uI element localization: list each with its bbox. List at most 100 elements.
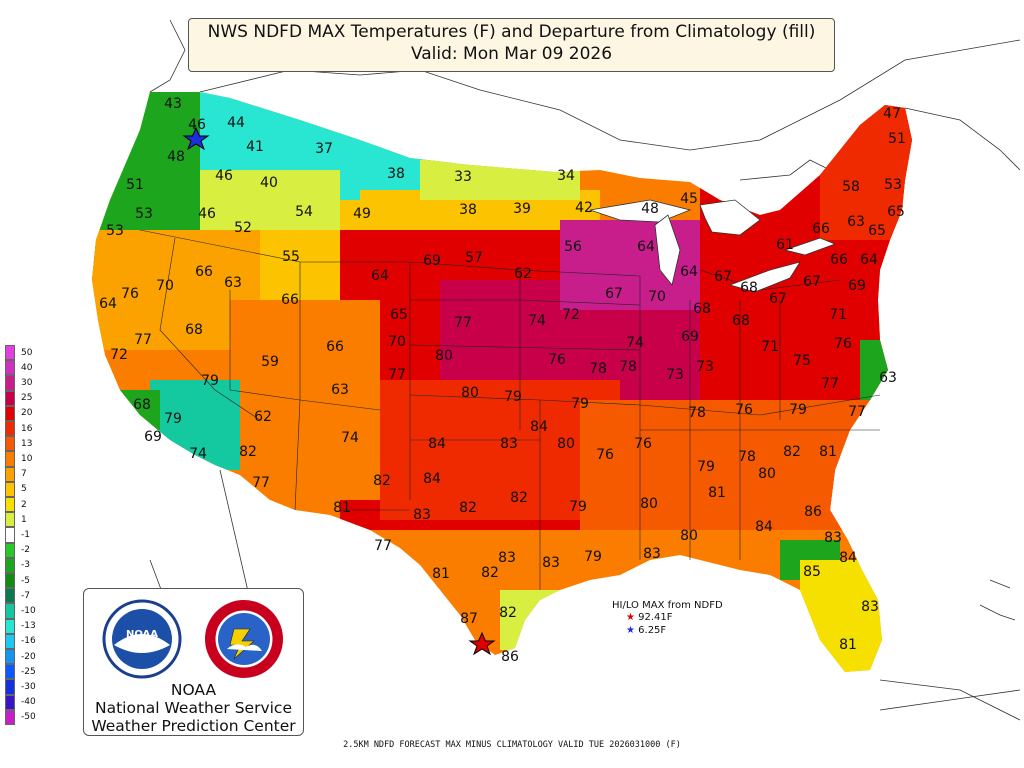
legend-swatch (5, 679, 15, 695)
legend-swatch (5, 405, 15, 421)
legend-swatch (5, 542, 15, 558)
temperature-label: 42 (575, 200, 593, 216)
temperature-label: 79 (697, 459, 715, 475)
hi-lo-low-row: ★ 6.25F (626, 624, 742, 637)
departure-fill (92, 92, 912, 672)
temperature-label: 68 (133, 397, 151, 413)
temperature-label: 79 (571, 396, 589, 412)
legend-swatch (5, 694, 15, 710)
legend-swatch (5, 436, 15, 452)
temperature-label: 84 (530, 419, 548, 435)
temperature-label: 86 (804, 504, 822, 520)
hi-lo-title: HI/LO MAX from NDFD (612, 600, 723, 611)
temperature-label: 38 (387, 166, 405, 182)
temperature-label: 84 (423, 471, 441, 487)
temperature-label: 64 (860, 252, 878, 268)
noaa-badge-text: NOAA (126, 629, 158, 640)
temperature-label: 80 (680, 528, 698, 544)
temperature-label: 51 (126, 177, 144, 193)
legend-label: -2 (21, 545, 30, 556)
legend-swatch (5, 481, 15, 497)
legend-swatch (5, 573, 15, 589)
temperature-label: 85 (803, 564, 821, 580)
legend-label: -7 (21, 590, 30, 601)
temperature-label: 84 (428, 436, 446, 452)
temperature-label: 80 (640, 496, 658, 512)
legend-swatch (5, 588, 15, 604)
temperature-label: 83 (824, 530, 842, 546)
temperature-label: 79 (569, 499, 587, 515)
temperature-label: 38 (459, 202, 477, 218)
org-wpc: Weather Prediction Center (91, 717, 296, 735)
temperature-label: 67 (769, 291, 787, 307)
temperature-label: 61 (776, 237, 794, 253)
temperature-label: 46 (188, 117, 206, 133)
temperature-label: 71 (829, 307, 847, 323)
temperature-label: 64 (637, 239, 655, 255)
legend-label: 40 (21, 362, 33, 373)
noaa-logo-icon: NOAA (102, 599, 182, 679)
temperature-label: 83 (498, 550, 516, 566)
temperature-label: 83 (542, 555, 560, 571)
temperature-label: 63 (331, 382, 349, 398)
temperature-label: 77 (821, 376, 839, 392)
temperature-label: 72 (562, 307, 580, 323)
temperature-label: 45 (680, 191, 698, 207)
color-legend: 50 40 30 25 20 16 13 10 7 5 2 1 -1 -2 -3 -5 -7 -10 -13 -16 -… (5, 345, 49, 735)
legend-swatch (5, 649, 15, 665)
temperature-label: 63 (224, 275, 242, 291)
temperature-label: 86 (501, 649, 519, 665)
legend-label: -1 (21, 530, 30, 540)
temperature-label: 79 (504, 389, 522, 405)
temperature-label: 44 (227, 115, 245, 131)
temperature-label: 51 (888, 131, 906, 147)
temperature-label: 80 (461, 385, 479, 401)
agency-logos: NOAA (102, 599, 283, 679)
temperature-label: 81 (839, 637, 857, 653)
temperature-label: 76 (548, 352, 566, 368)
org-noaa: NOAA (170, 681, 217, 699)
hi-value: 92.41F (638, 612, 673, 623)
temperature-label: 74 (341, 430, 359, 446)
temperature-label: 66 (281, 292, 299, 308)
temperature-label: 84 (839, 550, 857, 566)
temperature-label: 63 (847, 214, 865, 230)
legend-swatch (5, 466, 15, 482)
map-title: NWS NDFD MAX Temperatures (F) and Depart… (207, 22, 816, 42)
temperature-label: 55 (282, 249, 300, 265)
temperature-labels: 43 46 44 48 41 37 46 40 38 33 34 51 53 46 52 54 49 38 39 42… (99, 96, 906, 665)
temperature-label: 77 (252, 475, 270, 491)
temperature-label: 67 (714, 269, 732, 285)
temperature-label: 57 (465, 250, 483, 266)
legend-swatch (5, 360, 15, 376)
temperature-label: 56 (564, 239, 582, 255)
temperature-label: 52 (234, 220, 252, 236)
temperature-label: 68 (740, 280, 758, 296)
temperature-label: 34 (557, 168, 575, 184)
temperature-label: 74 (528, 313, 546, 329)
legend-label: -25 (21, 666, 36, 677)
legend-label: 25 (21, 393, 33, 404)
temperature-label: 80 (435, 348, 453, 364)
legend-label: 5 (21, 484, 27, 495)
temperature-label: 64 (99, 296, 117, 312)
temperature-label: 77 (848, 404, 866, 420)
temperature-label: 65 (390, 307, 408, 323)
temperature-label: 78 (688, 405, 706, 421)
temperature-label: 76 (596, 447, 614, 463)
temperature-label: 77 (454, 315, 472, 331)
temperature-label: 68 (732, 313, 750, 329)
temperature-label: 80 (758, 466, 776, 482)
temperature-label: 81 (333, 500, 351, 516)
temperature-label: 67 (605, 286, 623, 302)
temperature-label: 69 (848, 278, 866, 294)
temperature-label: 39 (513, 201, 531, 217)
temperature-label: 69 (681, 329, 699, 345)
temperature-label: 77 (134, 332, 152, 348)
noaa-nws-logo-box: NOAA NOAA National Weather Service Weath… (83, 588, 304, 736)
temperature-label: 73 (666, 367, 684, 383)
temperature-label: 59 (261, 354, 279, 370)
legend-label: -50 (21, 712, 36, 723)
temperature-label: 65 (868, 223, 886, 239)
temperature-label: 43 (164, 96, 182, 112)
